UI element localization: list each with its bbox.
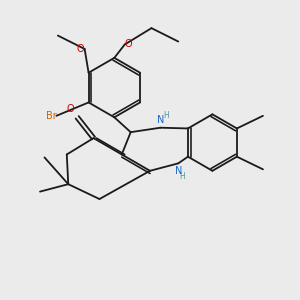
Text: O: O	[67, 104, 74, 114]
Text: H: H	[163, 111, 169, 120]
Text: N: N	[175, 166, 182, 176]
Text: H: H	[180, 172, 185, 181]
Text: N: N	[157, 115, 164, 125]
Text: O: O	[125, 40, 132, 50]
Text: O: O	[77, 44, 85, 54]
Text: Br: Br	[46, 111, 56, 121]
